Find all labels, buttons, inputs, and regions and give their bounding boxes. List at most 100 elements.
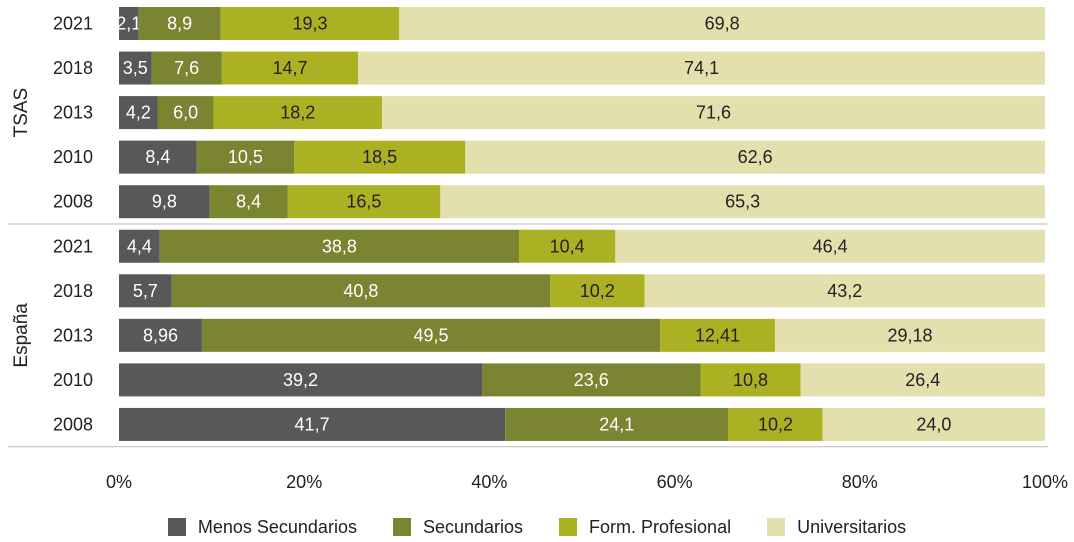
bar-segment <box>774 318 1045 352</box>
data-label: 8,4 <box>236 192 261 212</box>
bar-segment <box>700 363 801 397</box>
bar-segment <box>800 363 1045 397</box>
data-label: 4,2 <box>126 103 151 123</box>
year-label: 2018 <box>53 58 93 78</box>
bar-segment <box>213 96 382 130</box>
data-label: 43,2 <box>827 281 862 301</box>
year-label: 2010 <box>53 147 93 167</box>
bar-segment <box>481 363 701 397</box>
legend-swatch <box>767 518 786 536</box>
group-label: TSAS <box>11 88 32 138</box>
data-label: 65,3 <box>725 192 760 212</box>
bar-segment <box>615 229 1045 263</box>
data-label: 39,2 <box>283 370 318 390</box>
legend-label: Menos Secundarios <box>197 516 357 537</box>
data-label: 26,4 <box>905 370 940 390</box>
year-label: 2013 <box>53 103 93 123</box>
year-label: 2010 <box>53 370 93 390</box>
bar-segment <box>119 51 152 85</box>
year-label: 2021 <box>53 14 93 34</box>
data-label: 10,5 <box>228 147 263 167</box>
data-label: 18,2 <box>280 103 315 123</box>
bar-segment <box>519 229 616 263</box>
legend: Menos Secundarios Secundarios Form. Profes… <box>0 512 1074 542</box>
group-label: España <box>11 303 32 368</box>
data-label: 41,7 <box>295 414 330 434</box>
x-tick-label: 0% <box>106 472 132 492</box>
x-tick-label: 80% <box>842 472 878 492</box>
bar-segment <box>196 140 295 174</box>
legend-label: Form. Profesional <box>589 516 732 537</box>
bar-segment <box>201 318 661 352</box>
x-tick-label: 100% <box>1022 472 1068 492</box>
bar-segment <box>119 407 506 441</box>
data-label: 62,6 <box>738 147 773 167</box>
data-label: 8,9 <box>167 14 192 34</box>
year-label: 2013 <box>53 325 93 345</box>
data-label: 5,7 <box>133 281 158 301</box>
bar-segment <box>119 318 202 352</box>
bar-segment <box>399 7 1045 40</box>
data-label: 38,8 <box>322 236 357 256</box>
bar-segment <box>209 185 288 219</box>
data-label: 10,8 <box>733 370 768 390</box>
data-label: 74,1 <box>684 58 719 78</box>
legend-item: Menos Secundarios <box>167 516 357 538</box>
year-label: 2021 <box>53 236 93 256</box>
data-label: 10,2 <box>580 281 615 301</box>
x-tick-label: 40% <box>471 472 507 492</box>
data-label: 49,5 <box>413 325 448 345</box>
x-tick-label: 60% <box>657 472 693 492</box>
bar-segment <box>157 96 214 130</box>
bar-segment <box>138 7 221 40</box>
data-label: 46,4 <box>813 236 848 256</box>
data-label: 4,4 <box>127 236 152 256</box>
data-label: 18,5 <box>362 147 397 167</box>
bar-segment <box>294 140 466 174</box>
legend-label: Universitarios <box>797 516 907 537</box>
bar-segment <box>171 274 551 308</box>
bar-segment <box>822 407 1045 441</box>
bar-segment <box>644 274 1045 308</box>
bar-segment <box>119 140 197 174</box>
bar-segment <box>728 407 823 441</box>
data-label: 29,18 <box>887 325 932 345</box>
data-label: 40,8 <box>343 281 378 301</box>
data-label: 23,6 <box>574 370 609 390</box>
data-label: 19,3 <box>293 14 328 34</box>
data-label: 7,6 <box>174 58 199 78</box>
legend-item: Universitarios <box>767 517 906 538</box>
bar-segment <box>358 51 1045 85</box>
bar-segment <box>220 7 400 40</box>
stacked-bar-chart: 2021 2,1 8,9 19,3 69,8 2018 3,5 7,6 14,7 74,1 2013… <box>8 7 1068 492</box>
bar-segment <box>660 318 775 352</box>
bar-segment <box>119 96 158 130</box>
bar-segment <box>151 51 222 85</box>
year-label: 2008 <box>53 414 93 434</box>
data-label: 16,5 <box>346 192 381 212</box>
data-label: 3,5 <box>123 58 148 78</box>
legend-swatch <box>392 518 411 536</box>
bar-segment <box>159 229 520 263</box>
data-label: 12,41 <box>695 325 740 345</box>
x-tick-label: 20% <box>286 472 322 492</box>
bar-segment <box>550 274 645 308</box>
data-label: 8,4 <box>145 147 170 167</box>
bar-segment <box>440 185 1045 219</box>
legend-item: Secundarios <box>392 517 523 538</box>
data-label: 24,0 <box>916 414 951 434</box>
bar-segment <box>119 274 172 308</box>
legend-swatch <box>559 518 578 536</box>
bar-segment <box>119 7 139 40</box>
bar-segment <box>119 363 482 397</box>
year-label: 2008 <box>53 192 93 212</box>
legend-item: Form. Profesional <box>559 517 731 538</box>
data-label: 14,7 <box>272 58 307 78</box>
bar-segment <box>119 185 210 219</box>
data-label: 6,0 <box>173 103 198 123</box>
data-label: 10,2 <box>758 414 793 434</box>
data-label: 71,6 <box>696 103 731 123</box>
data-label: 9,8 <box>152 192 177 212</box>
data-label: 2,1 <box>116 14 141 34</box>
